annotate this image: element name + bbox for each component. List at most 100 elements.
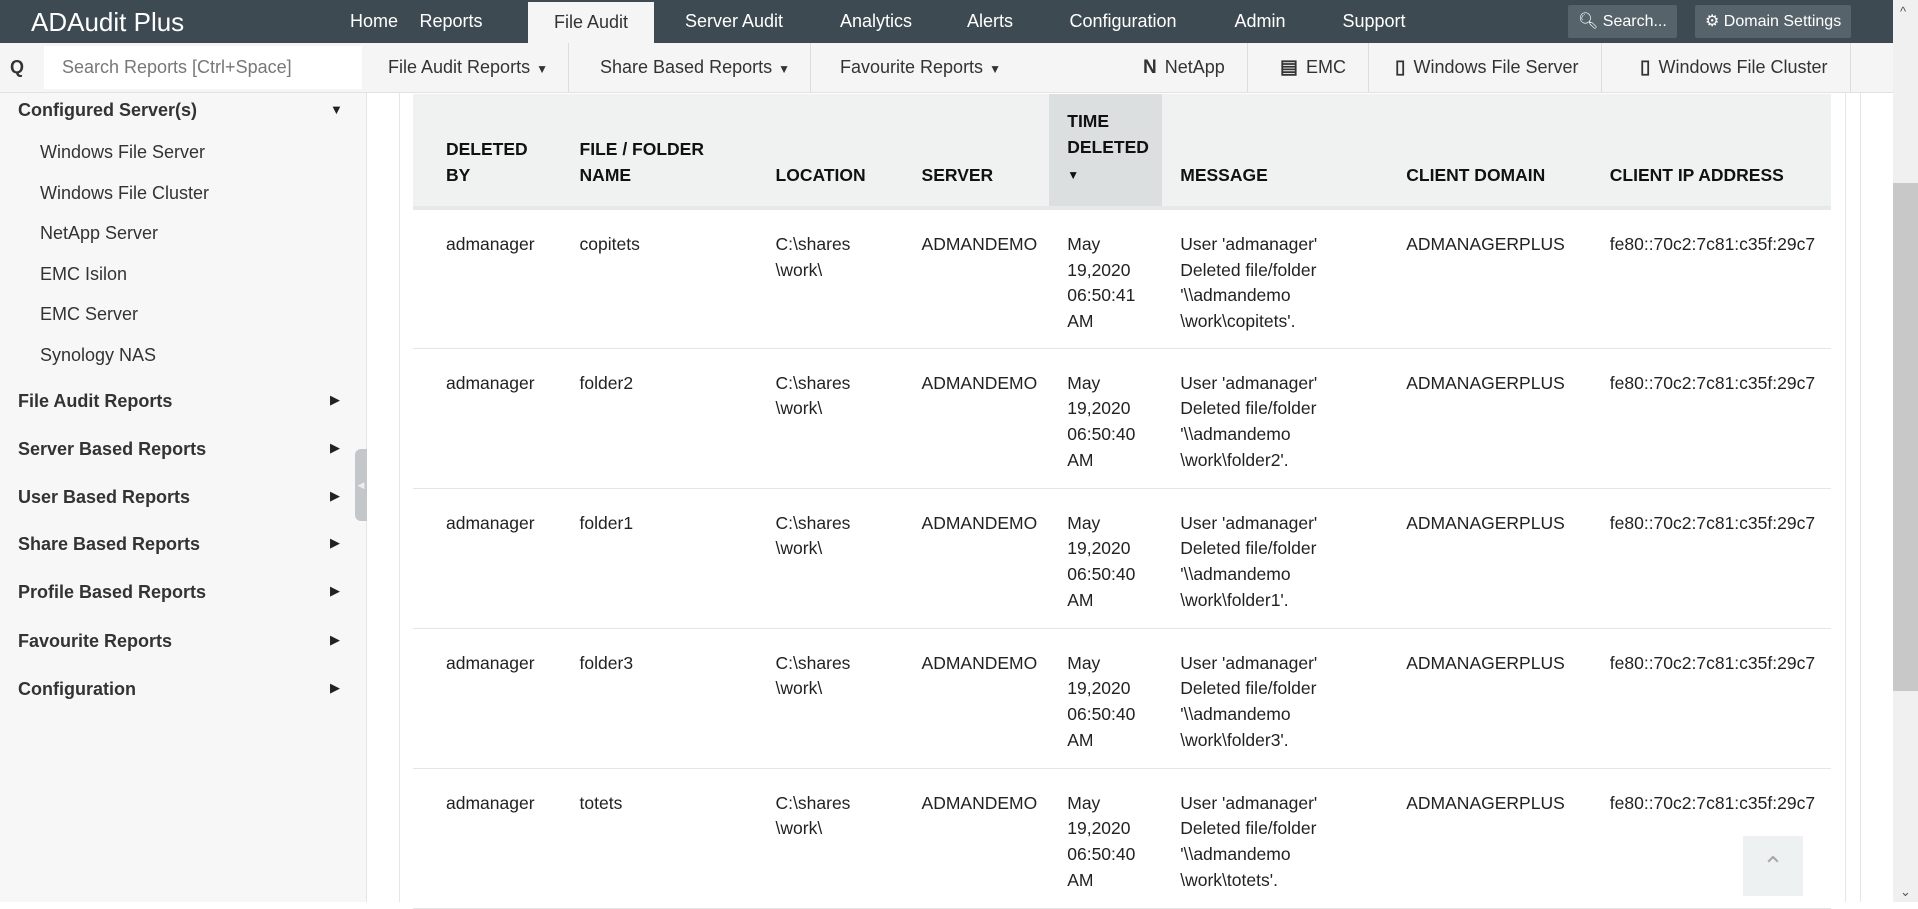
- file-audit-reports-dropdown[interactable]: File Audit Reports ▼: [368, 43, 569, 93]
- chevron-up-icon: ⌃: [1762, 851, 1784, 881]
- sidebar-item-netapp-server[interactable]: NetApp Server: [40, 223, 159, 243]
- sidebar-item-synology-nas[interactable]: Synology NAS: [40, 345, 157, 365]
- cell-client-ip-address: fe80::70c2:7c81:c35f:29c7: [1576, 628, 1831, 769]
- header-file-folder-name[interactable]: FILE / FOLDER NAME: [546, 94, 743, 210]
- sidebar-item-windows-file-server[interactable]: Windows File Server: [40, 142, 206, 162]
- caret-right-icon: ▶: [330, 440, 340, 455]
- cell-deleted-by: admanager: [413, 488, 547, 629]
- cell-message: User 'admanager' Deleted file/folder '\\ad…: [1162, 208, 1374, 349]
- emc-button[interactable]: ▤ EMC: [1258, 43, 1369, 93]
- cell-server: ADMANDEMO: [888, 768, 1050, 909]
- cell-client-ip-address: fe80::70c2:7c81:c35f:29c7: [1576, 488, 1831, 629]
- cell-client-domain: ADMANAGERPLUS: [1373, 488, 1577, 629]
- sidebar-file-audit-reports[interactable]: File Audit Reports: [18, 391, 173, 411]
- cell-server: ADMANDEMO: [888, 488, 1050, 629]
- cell-time-deleted: May 19,2020 06:50:41 AM: [1049, 208, 1163, 349]
- caret-right-icon: ▶: [330, 535, 340, 550]
- sidebar-server-based-reports[interactable]: Server Based Reports: [18, 439, 207, 459]
- tab-configuration[interactable]: Configuration: [1069, 11, 1177, 31]
- caret-right-icon: ▶: [330, 583, 340, 598]
- cell-time-deleted: May 19,2020 06:50:40 AM: [1049, 348, 1163, 489]
- cell-file-folder-name: folder3: [546, 628, 743, 769]
- sidebar-configured-servers[interactable]: Configured Server(s): [18, 100, 198, 120]
- windows-file-server-button[interactable]: ▯ Windows File Server: [1373, 43, 1602, 93]
- favourite-reports-dropdown[interactable]: Favourite Reports ▼: [840, 57, 1001, 77]
- sidebar-favourite-reports[interactable]: Favourite Reports: [18, 631, 173, 651]
- search-reports-icon: Q: [10, 57, 25, 77]
- tab-support[interactable]: Support: [1342, 11, 1406, 31]
- cell-client-domain: ADMANAGERPLUS: [1373, 348, 1577, 489]
- table-row[interactable]: admanager folder1 C:\shares \work\ ADMANDEMO…: [413, 488, 1831, 629]
- cell-server: ADMANDEMO: [888, 348, 1050, 489]
- cell-location: C:\shares \work\: [742, 488, 889, 629]
- cell-time-deleted: May 19,2020 06:50:40 AM: [1049, 768, 1163, 909]
- header-client-ip-address[interactable]: CLIENT IP ADDRESS: [1576, 94, 1831, 210]
- tab-server-audit[interactable]: Server Audit: [684, 11, 784, 31]
- tab-home[interactable]: Home: [349, 11, 399, 31]
- cell-deleted-by: admanager: [413, 628, 547, 769]
- top-bar: ADAudit Plus Home Reports File Audit Ser…: [0, 0, 1918, 43]
- cell-deleted-by: admanager: [413, 208, 547, 349]
- tab-analytics[interactable]: Analytics: [839, 11, 913, 31]
- tab-file-audit[interactable]: File Audit: [528, 2, 654, 43]
- tab-reports[interactable]: Reports: [419, 11, 483, 31]
- cell-deleted-by: admanager: [413, 348, 547, 489]
- header-message[interactable]: MESSAGE: [1162, 94, 1374, 210]
- cell-location: C:\shares \work\: [742, 628, 889, 769]
- cell-file-folder-name: copitets: [546, 208, 743, 349]
- sidebar-collapse-handle[interactable]: ◀: [355, 449, 367, 521]
- cell-server: ADMANDEMO: [888, 628, 1050, 769]
- search-icon: 🔍︎: [1578, 13, 1603, 30]
- cell-time-deleted: May 19,2020 06:50:40 AM: [1049, 628, 1163, 769]
- header-client-domain[interactable]: CLIENT DOMAIN: [1373, 94, 1577, 210]
- table-row[interactable]: admanager folder2 C:\shares \work\ ADMANDEMO…: [413, 348, 1831, 489]
- cell-client-domain: ADMANAGERPLUS: [1373, 628, 1577, 769]
- deleted-files-table: DELETED BY FILE / FOLDER NAME LOCATION S…: [413, 94, 1831, 909]
- caret-down-icon: ▼: [330, 102, 343, 117]
- windows-file-cluster-button[interactable]: ▯ Windows File Cluster: [1618, 43, 1851, 93]
- cell-server: ADMANDEMO: [888, 208, 1050, 349]
- scroll-down-icon[interactable]: ⌄: [1900, 884, 1911, 899]
- sidebar-profile-based-reports[interactable]: Profile Based Reports: [18, 582, 207, 602]
- domain-settings-button[interactable]: ⚙ Domain Settings: [1695, 5, 1852, 38]
- cell-file-folder-name: folder2: [546, 348, 743, 489]
- app-logo: ADAudit Plus: [31, 7, 185, 37]
- table-row[interactable]: admanager copitets C:\shares \work\ ADMANDEM…: [413, 208, 1831, 349]
- sidebar-item-windows-file-cluster[interactable]: Windows File Cluster: [40, 183, 210, 203]
- table-row[interactable]: admanager totets C:\shares \work\ ADMANDEMO M…: [413, 768, 1831, 909]
- table-row[interactable]: admanager folder3 C:\shares \work\ ADMANDEMO…: [413, 628, 1831, 769]
- cell-location: C:\shares \work\: [742, 348, 889, 489]
- cell-message: User 'admanager' Deleted file/folder '\\ad…: [1162, 488, 1374, 629]
- cell-time-deleted: May 19,2020 06:50:40 AM: [1049, 488, 1163, 629]
- scroll-up-icon[interactable]: ^: [1900, 4, 1907, 19]
- cell-client-domain: ADMANAGERPLUS: [1373, 208, 1577, 349]
- sidebar: Configured Server(s) ▼ Windows File Serv…: [0, 93, 367, 902]
- sidebar-item-emc-server[interactable]: EMC Server: [40, 304, 139, 324]
- global-search-button[interactable]: 🔍︎ Search...: [1568, 5, 1677, 38]
- sidebar-share-based-reports[interactable]: Share Based Reports: [18, 534, 201, 554]
- share-based-reports-dropdown[interactable]: Share Based Reports ▼: [580, 43, 811, 93]
- file-server-icon: ▯: [1395, 57, 1406, 78]
- cell-message: User 'admanager' Deleted file/folder '\\ad…: [1162, 348, 1374, 489]
- header-server[interactable]: SERVER: [888, 94, 1050, 210]
- header-deleted-by[interactable]: DELETED BY: [413, 94, 547, 210]
- cell-location: C:\shares \work\: [742, 208, 889, 349]
- tab-admin[interactable]: Admin: [1234, 11, 1286, 31]
- sidebar-user-based-reports[interactable]: User Based Reports: [18, 487, 191, 507]
- cell-client-domain: ADMANAGERPLUS: [1373, 768, 1577, 909]
- emc-server-icon: ▤: [1280, 57, 1298, 78]
- netapp-button[interactable]: N NetApp: [1121, 43, 1248, 93]
- search-reports-input[interactable]: [44, 46, 362, 89]
- sidebar-configuration[interactable]: Configuration: [18, 679, 136, 699]
- header-location[interactable]: LOCATION: [742, 94, 889, 210]
- caret-down-icon: ▼: [989, 62, 1001, 76]
- sort-desc-icon: ▼: [1067, 168, 1080, 182]
- divider: [1845, 93, 1846, 902]
- sidebar-item-emc-isilon[interactable]: EMC Isilon: [40, 264, 128, 284]
- cell-file-folder-name: totets: [546, 768, 743, 909]
- cell-location: C:\shares \work\: [742, 768, 889, 909]
- tab-alerts[interactable]: Alerts: [966, 11, 1014, 31]
- scrollbar-thumb[interactable]: [1893, 183, 1918, 691]
- scroll-to-top-button[interactable]: ⌃: [1743, 836, 1803, 896]
- header-time-deleted[interactable]: TIME DELETED ▼: [1049, 94, 1163, 210]
